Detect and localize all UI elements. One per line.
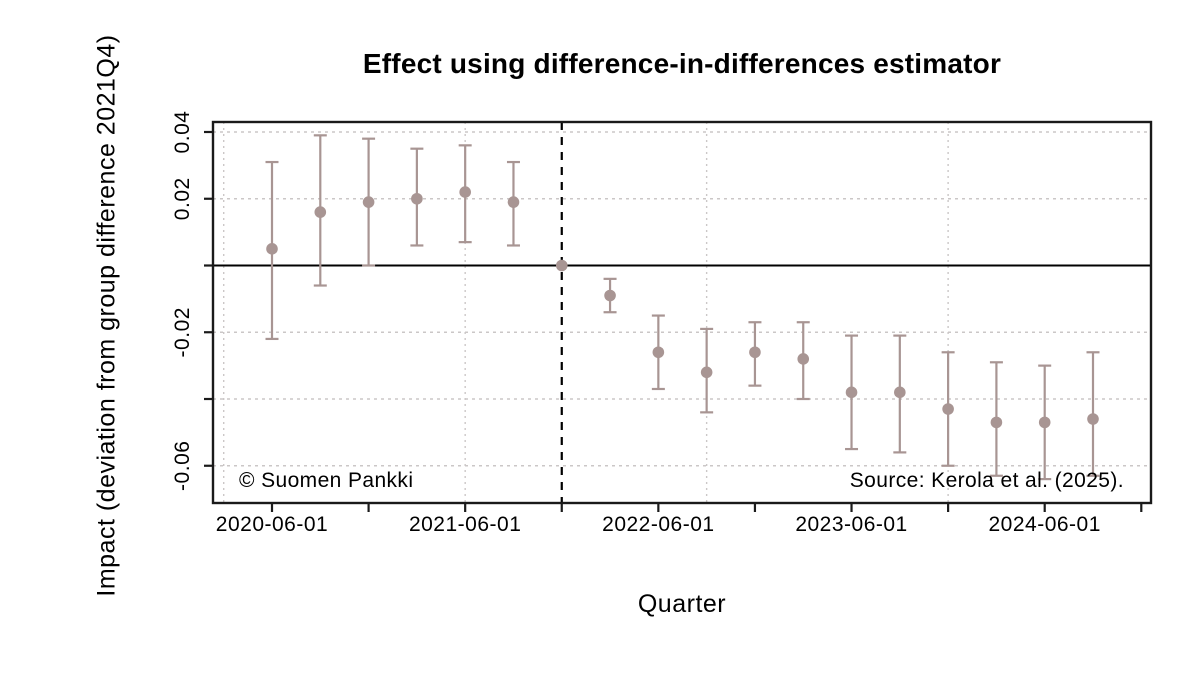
y-axis-label: Impact (deviation from group difference … — [92, 34, 121, 597]
x-tick-label: 2024-06-01 — [988, 513, 1100, 536]
x-tick-label: 2020-06-01 — [216, 513, 328, 536]
plot-box — [211, 120, 1153, 505]
data-point — [749, 346, 761, 359]
x-tick-label: 2023-06-01 — [795, 513, 907, 536]
copyright-note: © Suomen Pankki — [239, 469, 414, 492]
data-point — [942, 403, 954, 415]
data-point-reference — [555, 259, 568, 272]
data-point — [411, 192, 423, 205]
data-point — [845, 386, 858, 399]
data-point — [314, 206, 327, 218]
data-point — [652, 346, 665, 359]
data-point — [266, 243, 278, 255]
source-note: Source: Kerola et al. (2025). — [849, 469, 1124, 492]
data-point — [1038, 416, 1051, 429]
data-point — [459, 186, 471, 198]
data-point — [362, 196, 375, 208]
data-point — [797, 353, 810, 365]
y-tick-label: -0.06 — [171, 441, 194, 491]
data-point — [700, 366, 713, 379]
data-point — [894, 386, 906, 399]
x-tick-label: 2022-06-01 — [602, 513, 714, 536]
data-point — [507, 196, 520, 208]
x-tick-label: 2021-06-01 — [409, 513, 521, 536]
data-point — [1087, 413, 1099, 425]
data-point — [604, 289, 616, 302]
y-tick-label: 0.04 — [171, 111, 194, 154]
y-tick-label: 0.02 — [171, 177, 194, 220]
chart-title: Effect using difference-in-differences e… — [362, 48, 1002, 79]
x-axis-label: Quarter — [637, 590, 727, 618]
y-tick-label: -0.02 — [171, 307, 194, 357]
data-point — [990, 416, 1003, 429]
